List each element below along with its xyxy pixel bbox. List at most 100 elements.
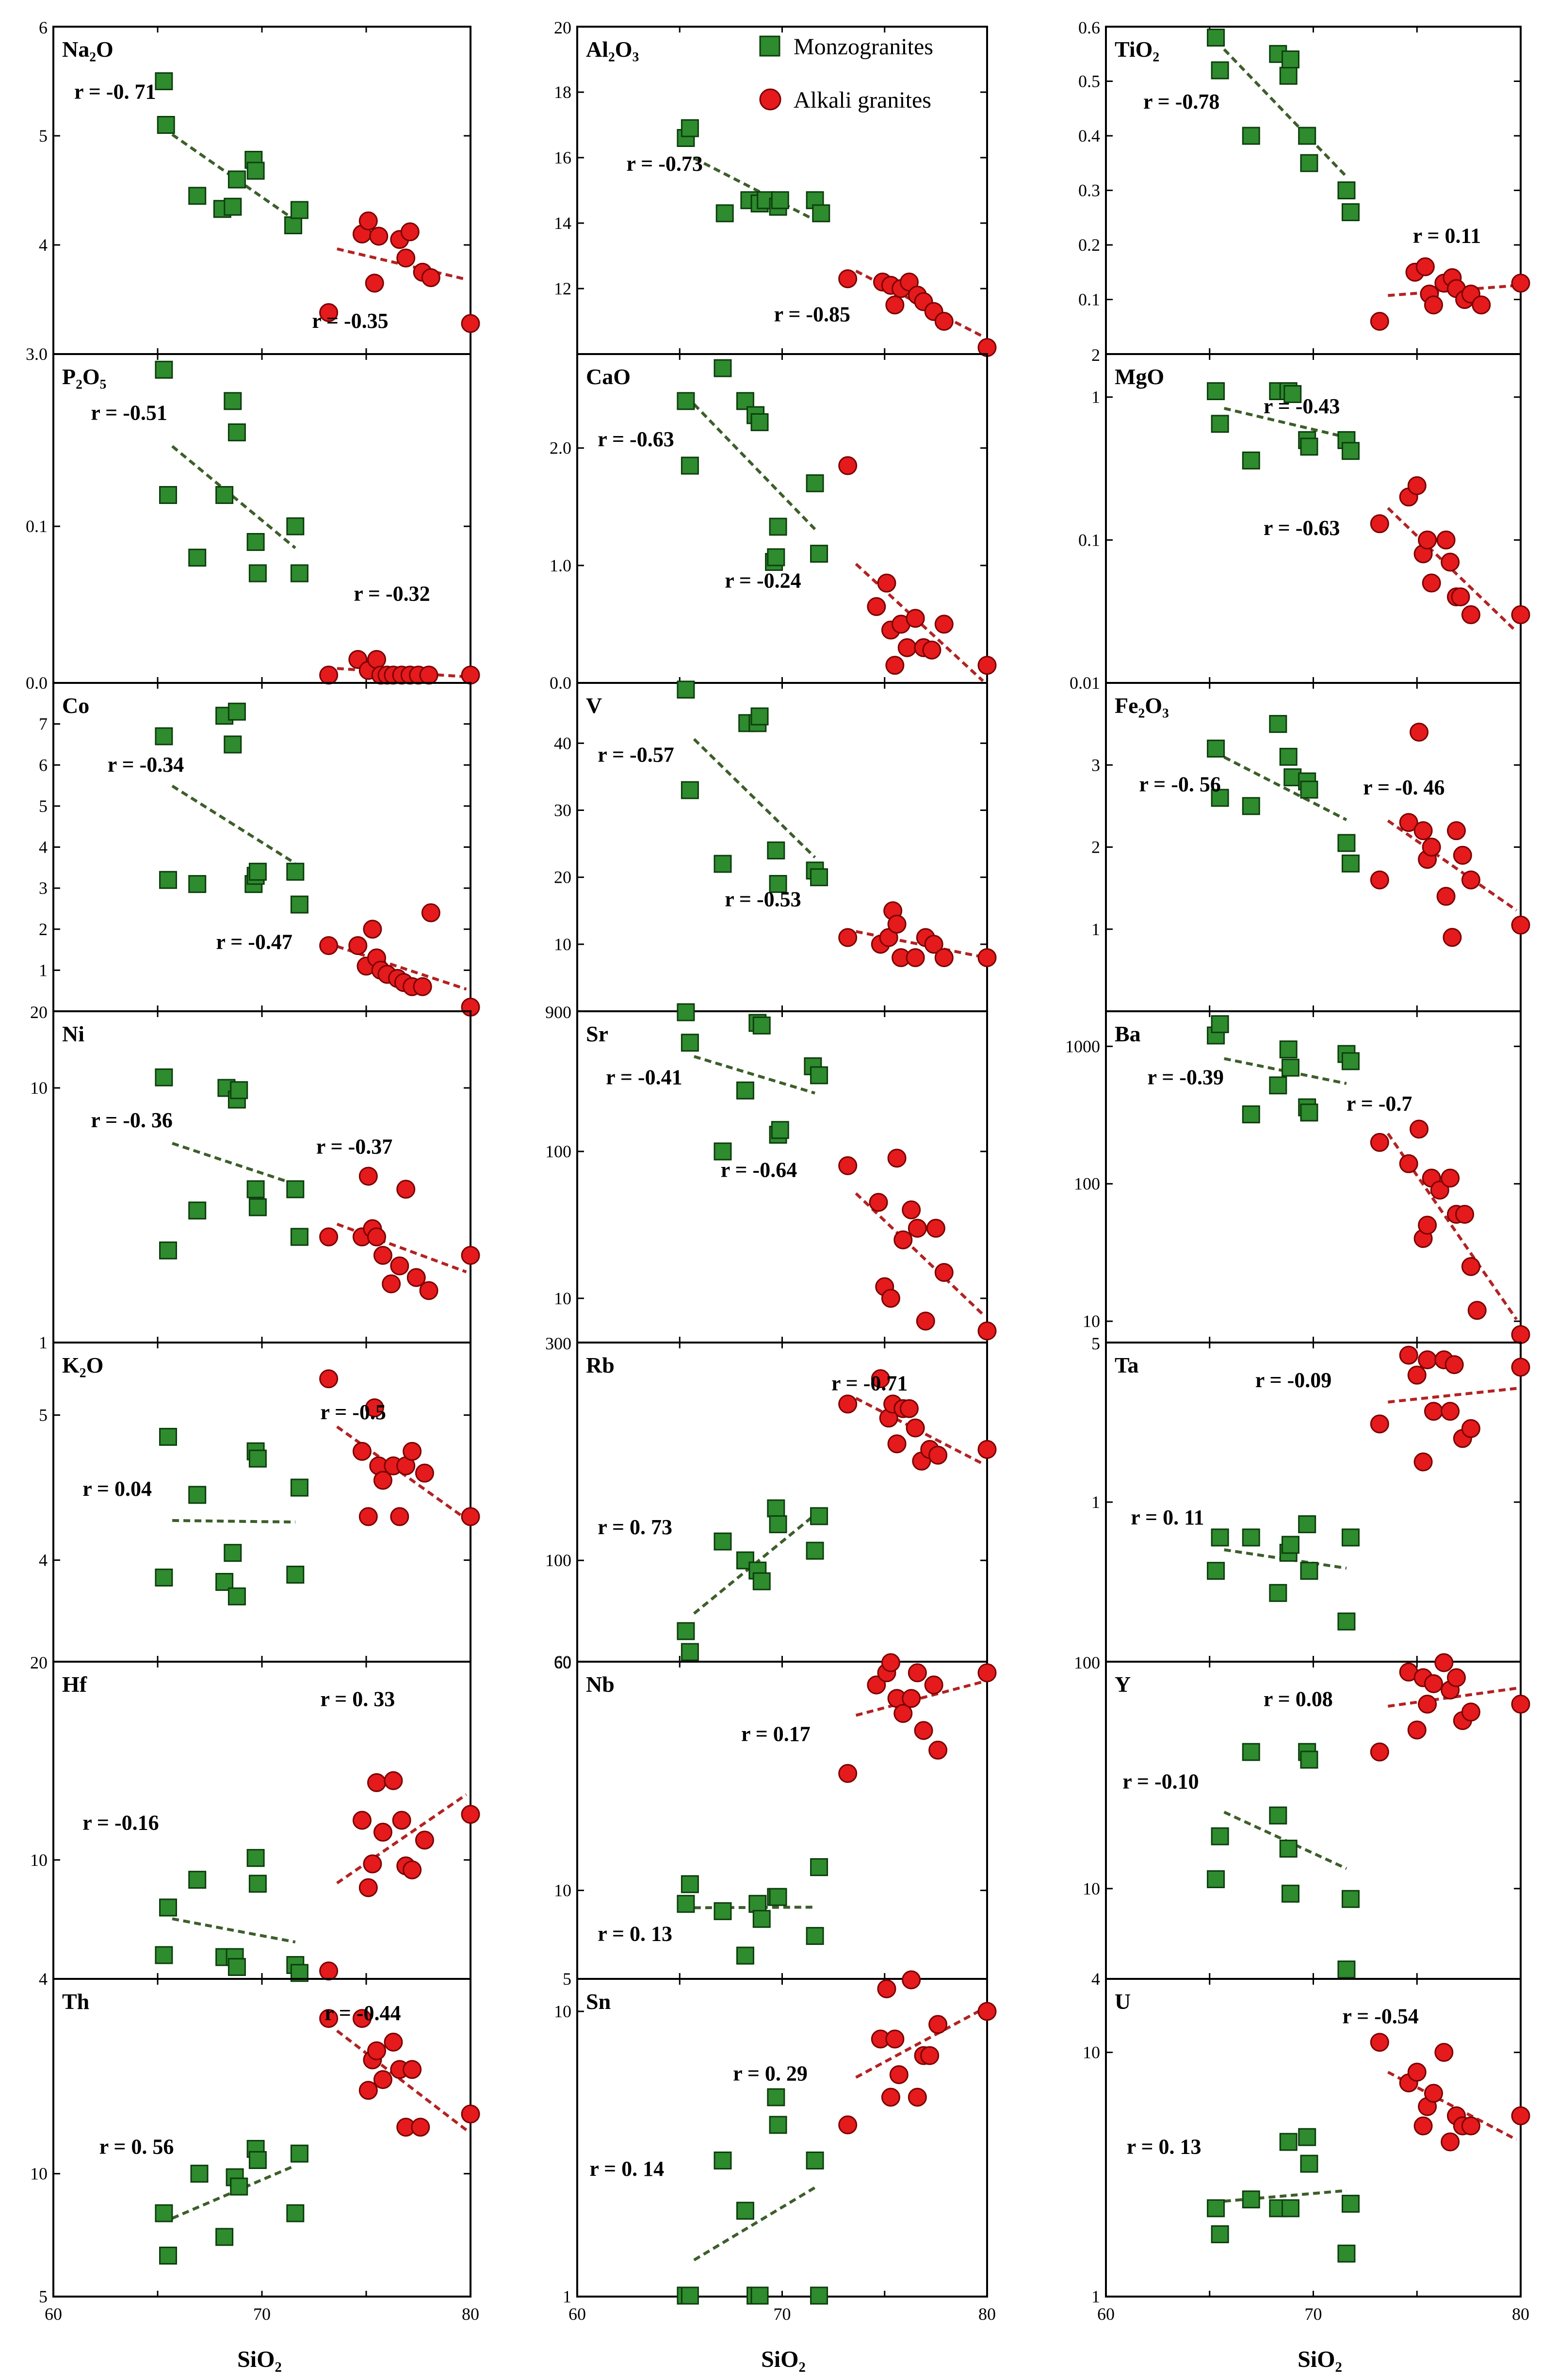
y-tick-label-v: 10	[554, 935, 571, 954]
monzogranite-point-al2o3	[771, 191, 789, 210]
y-tick-label-top-ni: 20	[30, 1003, 48, 1022]
alkali-granite-point-ni	[373, 1246, 392, 1265]
r-label-monzogranites-u: r = 0. 13	[1127, 2135, 1201, 2158]
r-label-alkali-granites-mgo: r = -0.63	[1264, 516, 1340, 540]
alkali-granite-point-fe2o3	[1370, 870, 1389, 890]
x-tick-label-th: 70	[253, 2304, 271, 2324]
alkali-granite-point-sn	[977, 2002, 997, 2021]
y-tick-label-ba: 100	[1074, 1174, 1100, 1194]
monzogranite-point-fe2o3	[1242, 797, 1260, 815]
alkali-granite-point-mgo	[1418, 530, 1437, 550]
trend-monzogranites-na2o	[171, 133, 296, 222]
alkali-granite-point-fe2o3	[1399, 813, 1418, 832]
monzogranite-point-mgo	[1283, 385, 1302, 403]
alkali-granite-point-ni	[406, 1268, 426, 1287]
alkali-granite-point-hf	[415, 1830, 434, 1850]
monzogranite-point-sr	[736, 1081, 754, 1100]
alkali-granite-point-hf	[384, 1771, 403, 1790]
y-tick-label-cao: 1.0	[550, 556, 571, 575]
monzogranite-point-y	[1337, 1960, 1356, 1979]
alkali-granite-point-y	[1407, 1720, 1427, 1740]
monzogranite-point-v	[750, 707, 769, 726]
monzogranite-point-tio2	[1298, 127, 1316, 145]
monzogranite-point-p2o5	[248, 564, 267, 583]
r-label-monzogranites-ta: r = 0. 11	[1131, 1506, 1204, 1529]
monzogranite-point-tio2	[1279, 66, 1298, 85]
legend: Monzogranites Alkali granites	[759, 34, 933, 113]
monzogranite-point-nb	[736, 1946, 754, 1965]
alkali-granite-point-p2o5	[461, 665, 480, 685]
alkali-granite-point-sr	[916, 1311, 935, 1331]
alkali-granite-point-v	[924, 935, 943, 954]
monzogranite-point-p2o5	[227, 423, 246, 441]
r-label-monzogranites-fe2o3: r = -0. 56	[1139, 772, 1220, 796]
alkali-granite-point-v	[934, 948, 954, 967]
alkali-granite-point-cao	[977, 656, 997, 675]
x-tick-label-th: 60	[45, 2304, 62, 2324]
alkali-granite-point-al2o3	[934, 312, 954, 331]
y-tick-label-y: 4	[1091, 1969, 1100, 1989]
trend-alkali-granites-hf	[336, 1793, 468, 1884]
r-label-alkali-granites-nb: r = 0.17	[741, 1722, 811, 1746]
alkali-granite-point-ba	[1370, 1133, 1389, 1152]
alkali-granite-point-rb	[928, 1445, 948, 1465]
panel-title-k2o: K₂O	[62, 1353, 103, 1377]
alkali-granite-point-ni	[461, 1246, 480, 1265]
alkali-granite-point-u	[1441, 2132, 1460, 2152]
alkali-granite-point-hf	[319, 1961, 339, 1981]
y-tick-label-mgo: 0.1	[1078, 530, 1100, 550]
trend-monzogranites-rb	[693, 1513, 816, 1615]
y-tick-label-co: 7	[39, 714, 48, 734]
alkali-granite-point-ta	[1441, 1402, 1460, 1421]
monzogranite-point-fe2o3	[1337, 834, 1356, 852]
alkali-granite-point-nb	[867, 1675, 886, 1695]
monzogranite-point-p2o5	[155, 360, 173, 379]
monzogranite-point-p2o5	[224, 392, 242, 410]
alkali-granite-point-y	[1370, 1742, 1389, 1762]
alkali-granite-point-ta	[1407, 1365, 1427, 1385]
panel-hf: 4 10 20 Hf r = -0.16 r = 0. 33	[30, 1653, 480, 1989]
panel-title-p2o5: P₂O₅	[62, 364, 106, 389]
x-axis-title-col2: SiO₂	[761, 2347, 806, 2372]
monzogranite-point-u	[1300, 2154, 1318, 2173]
y-tick-label-fe2o3: 1	[1091, 920, 1100, 939]
panel-co: 1 2 3 4 5 6 7 Co r = -0.34 r = -0.47	[39, 682, 480, 1017]
plot-frame-ni	[52, 1010, 471, 1344]
panel-sn: 1 10 60 70 80 Sn r = 0. 14 r = 0. 29	[554, 1970, 997, 2324]
y-tick-label-al2o3: 20	[554, 18, 571, 37]
x-tick-label-sn: 70	[774, 2304, 791, 2324]
y-tick-label-mgo: 0.01	[1070, 673, 1100, 693]
alkali-granite-point-fe2o3	[1443, 928, 1462, 947]
alkali-granite-point-u	[1370, 2033, 1389, 2052]
r-label-monzogranites-sn: r = 0. 14	[589, 2157, 664, 2181]
alkali-granite-point-fe2o3	[1410, 723, 1429, 742]
monzogranite-point-th	[215, 2228, 234, 2246]
panel-title-y: Y	[1115, 1672, 1131, 1697]
alkali-granite-point-rb	[887, 1434, 907, 1454]
panel-al2o3: 12 14 16 18 20 Al₂O₃ r = -0.73 r = -0.85	[554, 18, 997, 357]
monzogranite-point-nb	[752, 1910, 771, 1928]
monzogranite-point-u	[1242, 2190, 1260, 2209]
legend-alkali-label: Alkali granites	[794, 87, 931, 113]
alkali-granite-point-ba	[1441, 1168, 1460, 1188]
alkali-granite-point-th	[384, 2032, 403, 2052]
alkali-granite-point-cao	[877, 573, 896, 593]
y-tick-label-cao: 0.0	[550, 673, 571, 693]
monzogranite-point-al2o3	[812, 204, 830, 223]
alkali-granite-point-hf	[373, 1823, 392, 1842]
monzogranite-point-al2o3	[715, 204, 734, 223]
monzogranite-point-fe2o3	[1207, 739, 1225, 758]
monzogranite-point-u	[1337, 2244, 1356, 2263]
panel-title-fe2o3: Fe₂O₃	[1115, 693, 1169, 718]
alkali-granite-point-sr	[881, 1289, 900, 1308]
r-label-monzogranites-ba: r = -0.39	[1148, 1065, 1224, 1089]
alkali-granite-point-cao	[838, 456, 858, 475]
monzogranite-point-k2o	[290, 1478, 308, 1497]
r-label-alkali-granites-th: r = -0.44	[325, 2001, 401, 2025]
r-label-alkali-granites-hf: r = 0. 33	[320, 1687, 395, 1711]
monzogranite-point-ba	[1341, 1052, 1360, 1070]
panel-title-na2o: Na₂O	[62, 37, 114, 62]
alkali-granite-point-hf	[367, 1773, 386, 1792]
r-label-alkali-granites-sn: r = 0. 29	[733, 2062, 808, 2086]
monzogranite-point-sn	[767, 2088, 785, 2106]
